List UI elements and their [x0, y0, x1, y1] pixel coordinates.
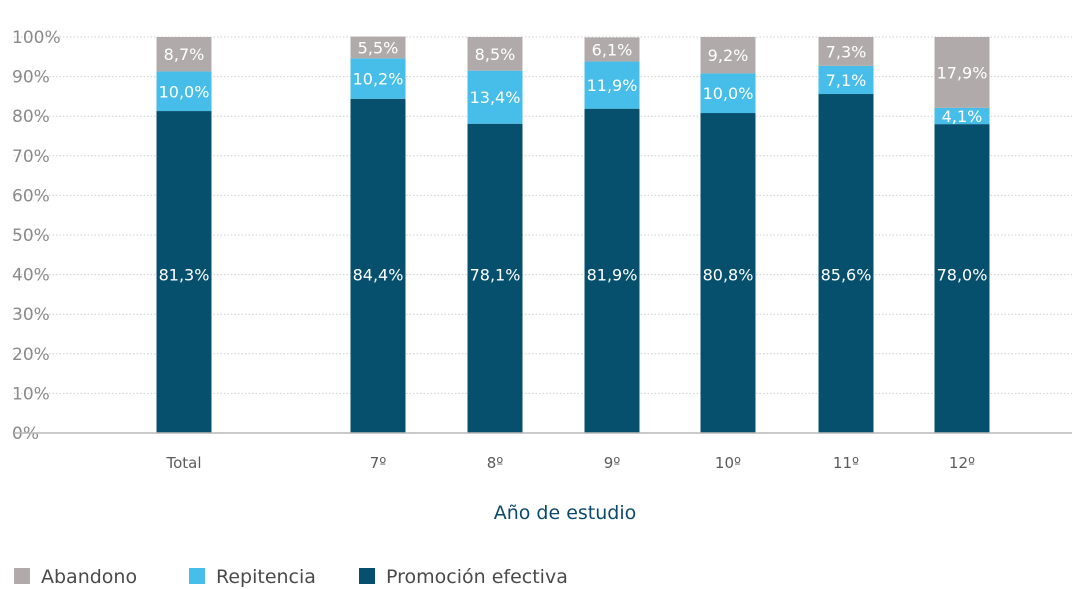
- x-tick-label: 7º: [370, 454, 387, 472]
- x-tick-label: Total: [165, 454, 201, 472]
- bar-segment: [934, 37, 990, 108]
- y-tick-label: 0%: [12, 424, 39, 444]
- y-tick-label: 90%: [12, 68, 50, 88]
- data-label: 13,4%: [470, 88, 521, 107]
- x-tick-label: 9º: [604, 454, 621, 472]
- data-label: 5,5%: [358, 38, 399, 57]
- bar-segment: [700, 73, 756, 114]
- data-label: 9,2%: [708, 46, 749, 65]
- bar-segment: [818, 94, 874, 434]
- data-label: 81,9%: [587, 266, 638, 285]
- data-label: 10,0%: [703, 84, 754, 103]
- legend-label: Repitencia: [216, 566, 316, 588]
- bar-segment: [156, 111, 212, 433]
- x-tick-label: 11º: [833, 454, 859, 472]
- bar-segment: [934, 107, 990, 125]
- x-tick-label: 8º: [487, 454, 504, 472]
- data-label: 78,1%: [470, 266, 521, 285]
- y-tick-label: 10%: [12, 384, 50, 404]
- data-label: 6,1%: [592, 40, 633, 59]
- bar-segment: [467, 70, 523, 124]
- y-tick-label: 60%: [12, 186, 50, 206]
- bar-segment: [700, 37, 756, 74]
- data-label: 81,3%: [159, 266, 210, 285]
- bar-segment: [584, 61, 640, 109]
- bar-segment: [467, 37, 523, 71]
- bar-segment: [350, 58, 406, 99]
- bar-segment: [700, 113, 756, 434]
- y-tick-label: 20%: [12, 345, 50, 365]
- bar-segment: [350, 98, 406, 433]
- data-label: 7,3%: [826, 42, 867, 61]
- data-label: 8,5%: [475, 45, 516, 64]
- x-tick-label: 12º: [949, 454, 975, 472]
- y-tick-label: 30%: [12, 305, 50, 325]
- legend-label: Promoción efectiva: [386, 566, 568, 588]
- data-label: 8,7%: [164, 45, 205, 64]
- data-label: 80,8%: [703, 266, 754, 285]
- legend-swatch: [14, 568, 30, 584]
- bar-segment: [350, 36, 406, 59]
- legend-swatch: [359, 568, 375, 584]
- y-tick-label: 100%: [12, 28, 61, 48]
- data-label: 85,6%: [821, 266, 872, 285]
- legend-swatch: [189, 568, 205, 584]
- bar-segment: [156, 37, 212, 72]
- legend: Abandono Repitencia Promoción efectiva: [14, 566, 568, 588]
- y-axis-ticks: 0% 10% 20% 30% 40% 50% 60% 70% 80% 90% 100%: [12, 28, 61, 444]
- bar-segment: [467, 123, 523, 433]
- data-label: 17,9%: [937, 63, 988, 82]
- data-label: 4,1%: [942, 107, 983, 126]
- bar-segment: [584, 108, 640, 434]
- bar-segment: [156, 71, 212, 112]
- data-label: 10,0%: [159, 82, 210, 101]
- data-label: 78,0%: [937, 266, 988, 285]
- y-tick-label: 50%: [12, 226, 50, 246]
- y-tick-label: 80%: [12, 107, 50, 127]
- legend-label: Abandono: [41, 566, 137, 588]
- bar-segment: [584, 37, 640, 62]
- x-axis-label: Año de estudio: [494, 502, 637, 524]
- data-label: 10,2%: [353, 70, 404, 89]
- x-axis-categories: Total 7º 8º 9º 10º 11º 12º: [165, 454, 975, 472]
- bar-segment: [818, 37, 874, 66]
- bar-segment: [818, 65, 874, 95]
- bar-segment: [934, 124, 990, 434]
- y-tick-label: 40%: [12, 266, 50, 286]
- data-label: 7,1%: [826, 71, 867, 90]
- data-label: 84,4%: [353, 266, 404, 285]
- x-tick-label: 10º: [715, 454, 741, 472]
- y-tick-label: 70%: [12, 147, 50, 167]
- bars: 81,3% 10,0% 8,7% 84,4% 10,2% 5,5% 78,1% 13,4% 8,…: [156, 36, 990, 434]
- data-label: 11,9%: [587, 76, 638, 95]
